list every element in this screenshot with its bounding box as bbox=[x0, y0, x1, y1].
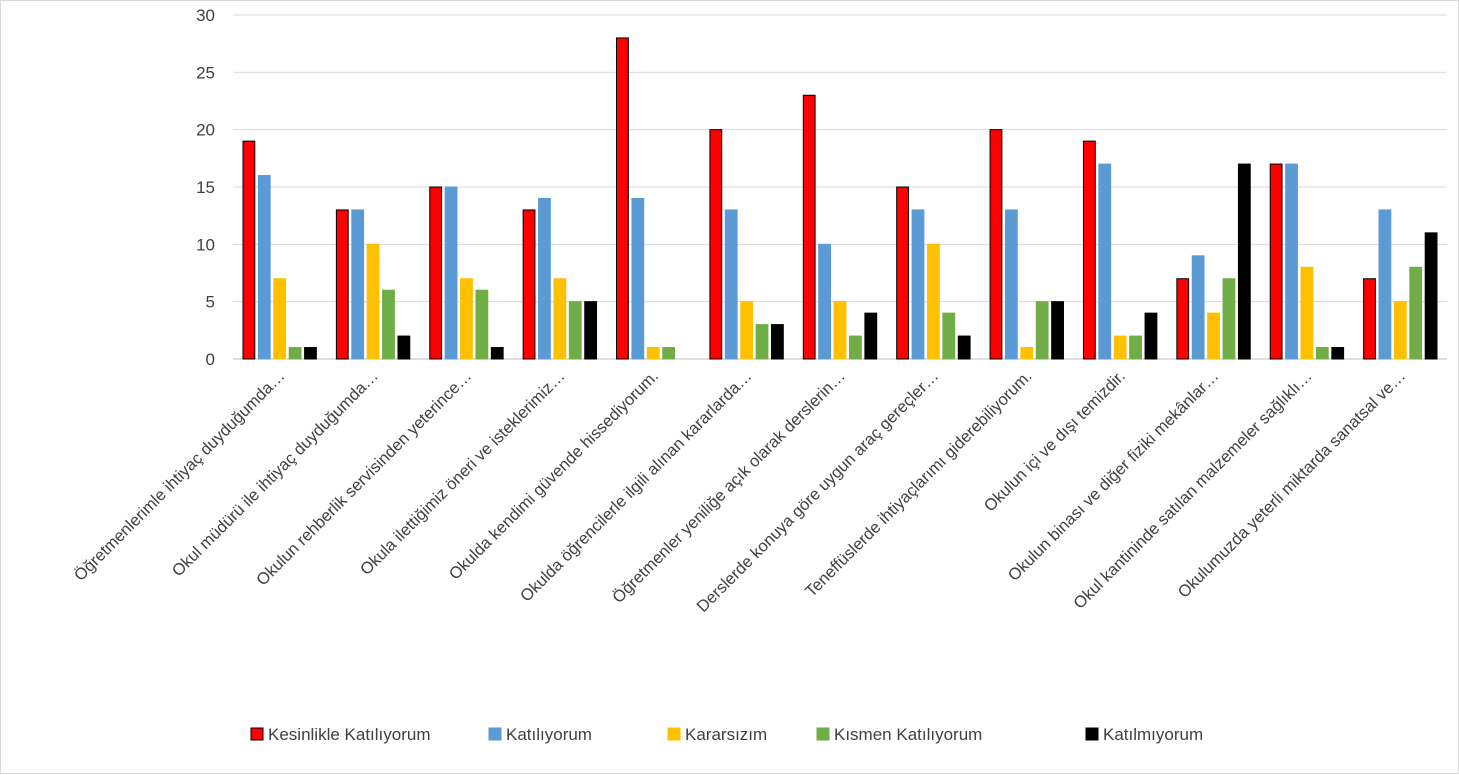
x-category-label: Okula ilettiğimiz öneri ve isteklerimiz… bbox=[357, 367, 569, 579]
bar bbox=[1082, 140, 1096, 360]
bar bbox=[957, 335, 971, 360]
bar bbox=[755, 324, 769, 360]
bar bbox=[1409, 266, 1423, 360]
bar bbox=[1144, 312, 1158, 360]
bar bbox=[538, 197, 551, 360]
bar bbox=[1098, 163, 1112, 360]
bar bbox=[475, 289, 489, 360]
bars bbox=[242, 37, 1438, 360]
bar bbox=[257, 175, 271, 360]
y-tick-label: 15 bbox=[196, 178, 215, 197]
bar bbox=[1222, 278, 1236, 360]
x-category-label: Okul müdürü ile ihtiyaç duyduğumda… bbox=[169, 367, 382, 580]
bar bbox=[397, 335, 411, 360]
bar bbox=[444, 186, 458, 360]
bar bbox=[1331, 347, 1345, 360]
bar bbox=[335, 209, 349, 360]
legend-swatch bbox=[250, 727, 264, 741]
legend-label: Katılıyorum bbox=[506, 725, 592, 744]
bar bbox=[1004, 209, 1018, 360]
y-tick-label: 30 bbox=[196, 6, 215, 25]
bar bbox=[724, 209, 738, 360]
bar bbox=[460, 278, 473, 360]
bar bbox=[490, 347, 504, 360]
bar bbox=[304, 347, 317, 360]
x-category-label: Öğretmenlerimle ihtiyaç duyduğumda… bbox=[71, 367, 289, 585]
bar bbox=[1129, 335, 1142, 360]
bar bbox=[662, 347, 676, 360]
bar bbox=[1300, 266, 1314, 360]
bar bbox=[1269, 163, 1283, 360]
bar bbox=[864, 312, 878, 360]
y-tick-label: 25 bbox=[196, 63, 215, 82]
legend-swatch bbox=[488, 727, 502, 741]
legend-label: Kısmen Katılıyorum bbox=[834, 725, 982, 744]
bar bbox=[584, 301, 598, 360]
bar bbox=[1378, 209, 1392, 360]
bar bbox=[911, 209, 925, 360]
legend: Kesinlikle Katılıyorum Katılıyorum Kararsı… bbox=[250, 725, 1203, 744]
bar bbox=[849, 335, 862, 360]
bar bbox=[802, 94, 816, 360]
bar bbox=[646, 347, 660, 360]
bar bbox=[273, 278, 287, 360]
bar bbox=[1176, 278, 1190, 360]
legend-swatch bbox=[1085, 727, 1099, 741]
bar bbox=[1191, 255, 1205, 360]
bar bbox=[568, 301, 582, 360]
bar bbox=[942, 312, 956, 360]
bar bbox=[1363, 278, 1376, 360]
bar bbox=[1207, 312, 1220, 360]
bar bbox=[351, 209, 365, 360]
bar bbox=[740, 301, 754, 360]
legend-label: Kesinlikle Katılıyorum bbox=[268, 725, 431, 744]
bar bbox=[616, 37, 629, 360]
bar bbox=[288, 347, 302, 360]
legend-swatch bbox=[816, 727, 830, 741]
x-category-label: Okulda kendimi güvende hissediyorum. bbox=[446, 367, 662, 583]
bar bbox=[631, 197, 645, 360]
bar bbox=[366, 243, 380, 360]
bar bbox=[242, 140, 256, 360]
bar bbox=[1393, 301, 1407, 360]
bar bbox=[1113, 335, 1127, 360]
y-tick-label: 0 bbox=[206, 350, 215, 369]
legend-label: Katılmıyorum bbox=[1103, 725, 1203, 744]
y-tick-label: 5 bbox=[206, 293, 215, 312]
x-category-label: Okulun binası ve diğer fiziki mekânlar… bbox=[1005, 367, 1223, 585]
bar bbox=[896, 186, 909, 360]
y-tick-label: 20 bbox=[196, 121, 215, 140]
bar bbox=[553, 278, 567, 360]
bar bbox=[1051, 301, 1064, 360]
bar bbox=[1035, 301, 1049, 360]
bar bbox=[429, 186, 443, 360]
bar bbox=[833, 301, 847, 360]
legend-swatch bbox=[667, 727, 681, 741]
x-axis-category-labels: Öğretmenlerimle ihtiyaç duyduğumda…Okul … bbox=[71, 367, 1409, 616]
y-tick-label: 10 bbox=[196, 235, 215, 254]
bar bbox=[522, 209, 536, 360]
bar bbox=[1237, 163, 1251, 360]
bar bbox=[1424, 232, 1438, 360]
bar bbox=[818, 243, 832, 360]
x-category-label: Okulun rehberlik servisinden yeterince… bbox=[253, 367, 475, 589]
bar bbox=[926, 243, 940, 360]
bar bbox=[1285, 163, 1298, 360]
legend-label: Kararsızım bbox=[685, 725, 767, 744]
bar bbox=[771, 324, 784, 360]
bar bbox=[1315, 347, 1329, 360]
bar bbox=[709, 129, 723, 360]
y-axis-ticks: 0 5 10 15 20 25 30 bbox=[196, 6, 215, 369]
bar bbox=[1020, 347, 1034, 360]
bar bbox=[989, 129, 1003, 360]
bar bbox=[382, 289, 395, 360]
